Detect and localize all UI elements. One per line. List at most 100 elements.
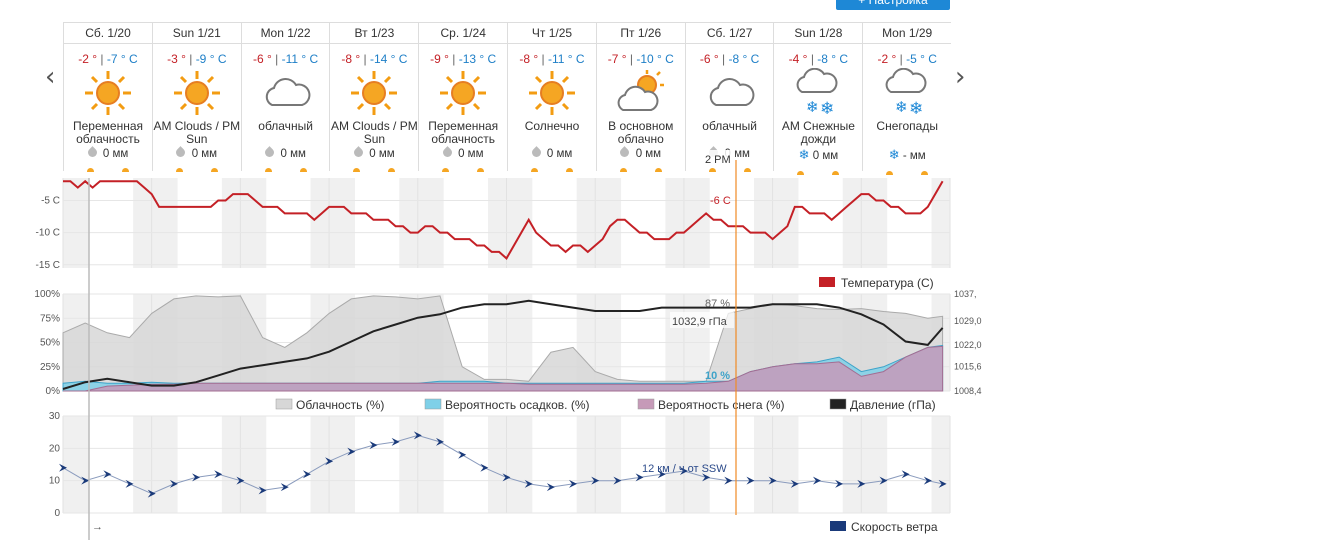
wind-arrow <box>923 476 932 485</box>
y2-tick-label: 1008,4 <box>954 386 982 396</box>
legend-label-wind: Скорость ветра <box>851 520 938 534</box>
temp-low: -14 ° C <box>369 52 408 66</box>
day-column[interactable]: Вт 1/23 -8 ° | -14 ° C AM Clouds / PM Sun … <box>329 23 419 172</box>
settings-button[interactable]: + Настройка <box>836 0 950 10</box>
day-column[interactable]: Sun 1/21 -3 ° | -9 ° C AM Clouds / PM Sun … <box>151 23 241 172</box>
day-date: Sun 1/28 <box>774 23 863 44</box>
night-band <box>665 294 684 391</box>
night-band <box>488 178 507 268</box>
night-band <box>221 294 267 391</box>
wind-arrow <box>768 476 777 485</box>
day-column[interactable]: Sun 1/28 -4 ° | -8 ° C ❄ ❄ AM Снежные дожди ❄… <box>773 23 863 175</box>
day-date: Пт 1/26 <box>596 23 685 44</box>
snow-icon: ❄ ❄ <box>774 66 862 120</box>
y-tick-label: -15 C <box>36 260 60 271</box>
now-arrow-icon: → <box>92 521 103 533</box>
day-column[interactable]: Mon 1/22 -6 ° | -11 ° C облачный 0 мм <box>240 23 330 172</box>
day-column[interactable]: Ср. 1/24 -9 ° | -13 ° C Переменная облачно… <box>418 23 508 172</box>
night-band <box>399 178 444 268</box>
night-band <box>754 178 773 268</box>
night-band <box>399 416 418 513</box>
night-band <box>665 178 710 268</box>
night-band <box>665 416 684 513</box>
y-tick-label: 20 <box>49 443 61 454</box>
day-precip: 0 мм <box>597 146 685 160</box>
temp-low: -11 ° C <box>548 52 585 66</box>
y2-tick-label: 1029,0 <box>954 316 982 326</box>
wind-arrow <box>391 437 400 446</box>
day-condition: AM Clouds / PM Sun <box>331 119 418 146</box>
pressure-series-line <box>62 299 944 390</box>
day-column[interactable]: Сб. 1/20 -2 ° | -7 ° C Переменная облачнос… <box>63 23 152 172</box>
temp-high: -2 ° <box>78 52 98 66</box>
day-condition: Переменная облачность <box>73 119 143 146</box>
day-precip: 0 мм <box>242 146 330 160</box>
day-precip: 0 мм <box>419 146 507 160</box>
wind-arrow <box>657 470 666 479</box>
y-tick-label: 30 <box>49 411 61 422</box>
night-band <box>576 178 596 268</box>
night-band <box>665 294 710 391</box>
sunrise-sunset-icon <box>330 161 418 172</box>
precip-amount: - мм <box>902 150 926 162</box>
precip-amount: 0 мм <box>812 150 839 162</box>
day-precip: 0 мм <box>508 146 596 160</box>
day-condition: AM Снежные дожди <box>781 119 855 146</box>
wind-arrow <box>480 463 489 472</box>
night-band <box>842 416 888 513</box>
wind-arrow <box>524 479 533 488</box>
night-band <box>842 294 888 391</box>
next-arrow-icon[interactable]: › <box>955 62 966 92</box>
day-date: Сб. 1/20 <box>64 23 152 44</box>
day-column[interactable]: Сб. 1/27 -6 ° | -8 ° C облачный 0 мм <box>684 23 774 172</box>
day-date: Ср. 1/24 <box>419 23 508 44</box>
wind-arrow <box>458 450 467 459</box>
wind-arrow <box>169 479 178 488</box>
wind-arrow <box>236 476 245 485</box>
day-temps: -6 ° | -11 ° C <box>252 52 319 66</box>
temp-high: -9 ° <box>430 52 449 66</box>
night-band <box>842 178 888 268</box>
wind-arrow <box>192 473 201 482</box>
day-column[interactable]: Mon 1/29 -2 ° | -5 ° C ❄ ❄ Снегопады ❄ - мм <box>862 23 952 175</box>
day-date: Чт 1/25 <box>508 23 596 44</box>
cloud-cover-area <box>62 295 944 392</box>
temp-low: -8 ° C <box>728 52 760 66</box>
night-band <box>221 178 241 268</box>
temp-high: -8 ° <box>341 52 361 66</box>
wind-arrow <box>702 473 711 482</box>
legend-swatch-cloud <box>275 398 293 410</box>
wind-arrow <box>812 476 821 485</box>
y-tick-label: -5 C <box>41 196 60 207</box>
night-band <box>576 416 622 513</box>
wind-arrow <box>635 473 644 482</box>
sunrise-sunset-icon <box>863 164 951 175</box>
wind-arrow <box>81 476 90 485</box>
snow-icon: ❄ ❄ <box>863 66 951 120</box>
temp-low: -9 ° C <box>195 52 227 66</box>
day-date: Вт 1/23 <box>330 23 419 44</box>
y2-tick-label: 1022,0 <box>954 340 982 350</box>
temperature-series-line <box>63 179 944 260</box>
temp-low: -11 ° C <box>281 52 319 66</box>
night-band <box>576 416 596 513</box>
wind-arrow <box>724 476 733 485</box>
night-band <box>221 416 241 513</box>
day-temps: -9 ° | -13 ° C <box>430 52 497 66</box>
prev-arrow-icon[interactable]: ‹ <box>45 62 56 92</box>
temp-low: -7 ° C <box>106 52 138 66</box>
day-date: Sun 1/21 <box>152 23 241 44</box>
drop-icon <box>529 146 543 159</box>
wind-arrow <box>280 483 289 492</box>
night-band <box>754 416 799 513</box>
sun-icon <box>153 66 241 120</box>
wind-arrow <box>214 470 223 479</box>
drop-icon <box>707 146 721 159</box>
precip-probability-area <box>62 344 944 392</box>
night-band <box>842 416 862 513</box>
day-column[interactable]: Чт 1/25 -8 ° | -11 ° C Солнечно 0 мм <box>507 23 596 172</box>
legend-label-cloud: Облачность (%) <box>296 398 384 412</box>
forecast-days: Сб. 1/20 -2 ° | -7 ° C Переменная облачнос… <box>63 22 952 175</box>
wind-arrow <box>835 479 844 488</box>
